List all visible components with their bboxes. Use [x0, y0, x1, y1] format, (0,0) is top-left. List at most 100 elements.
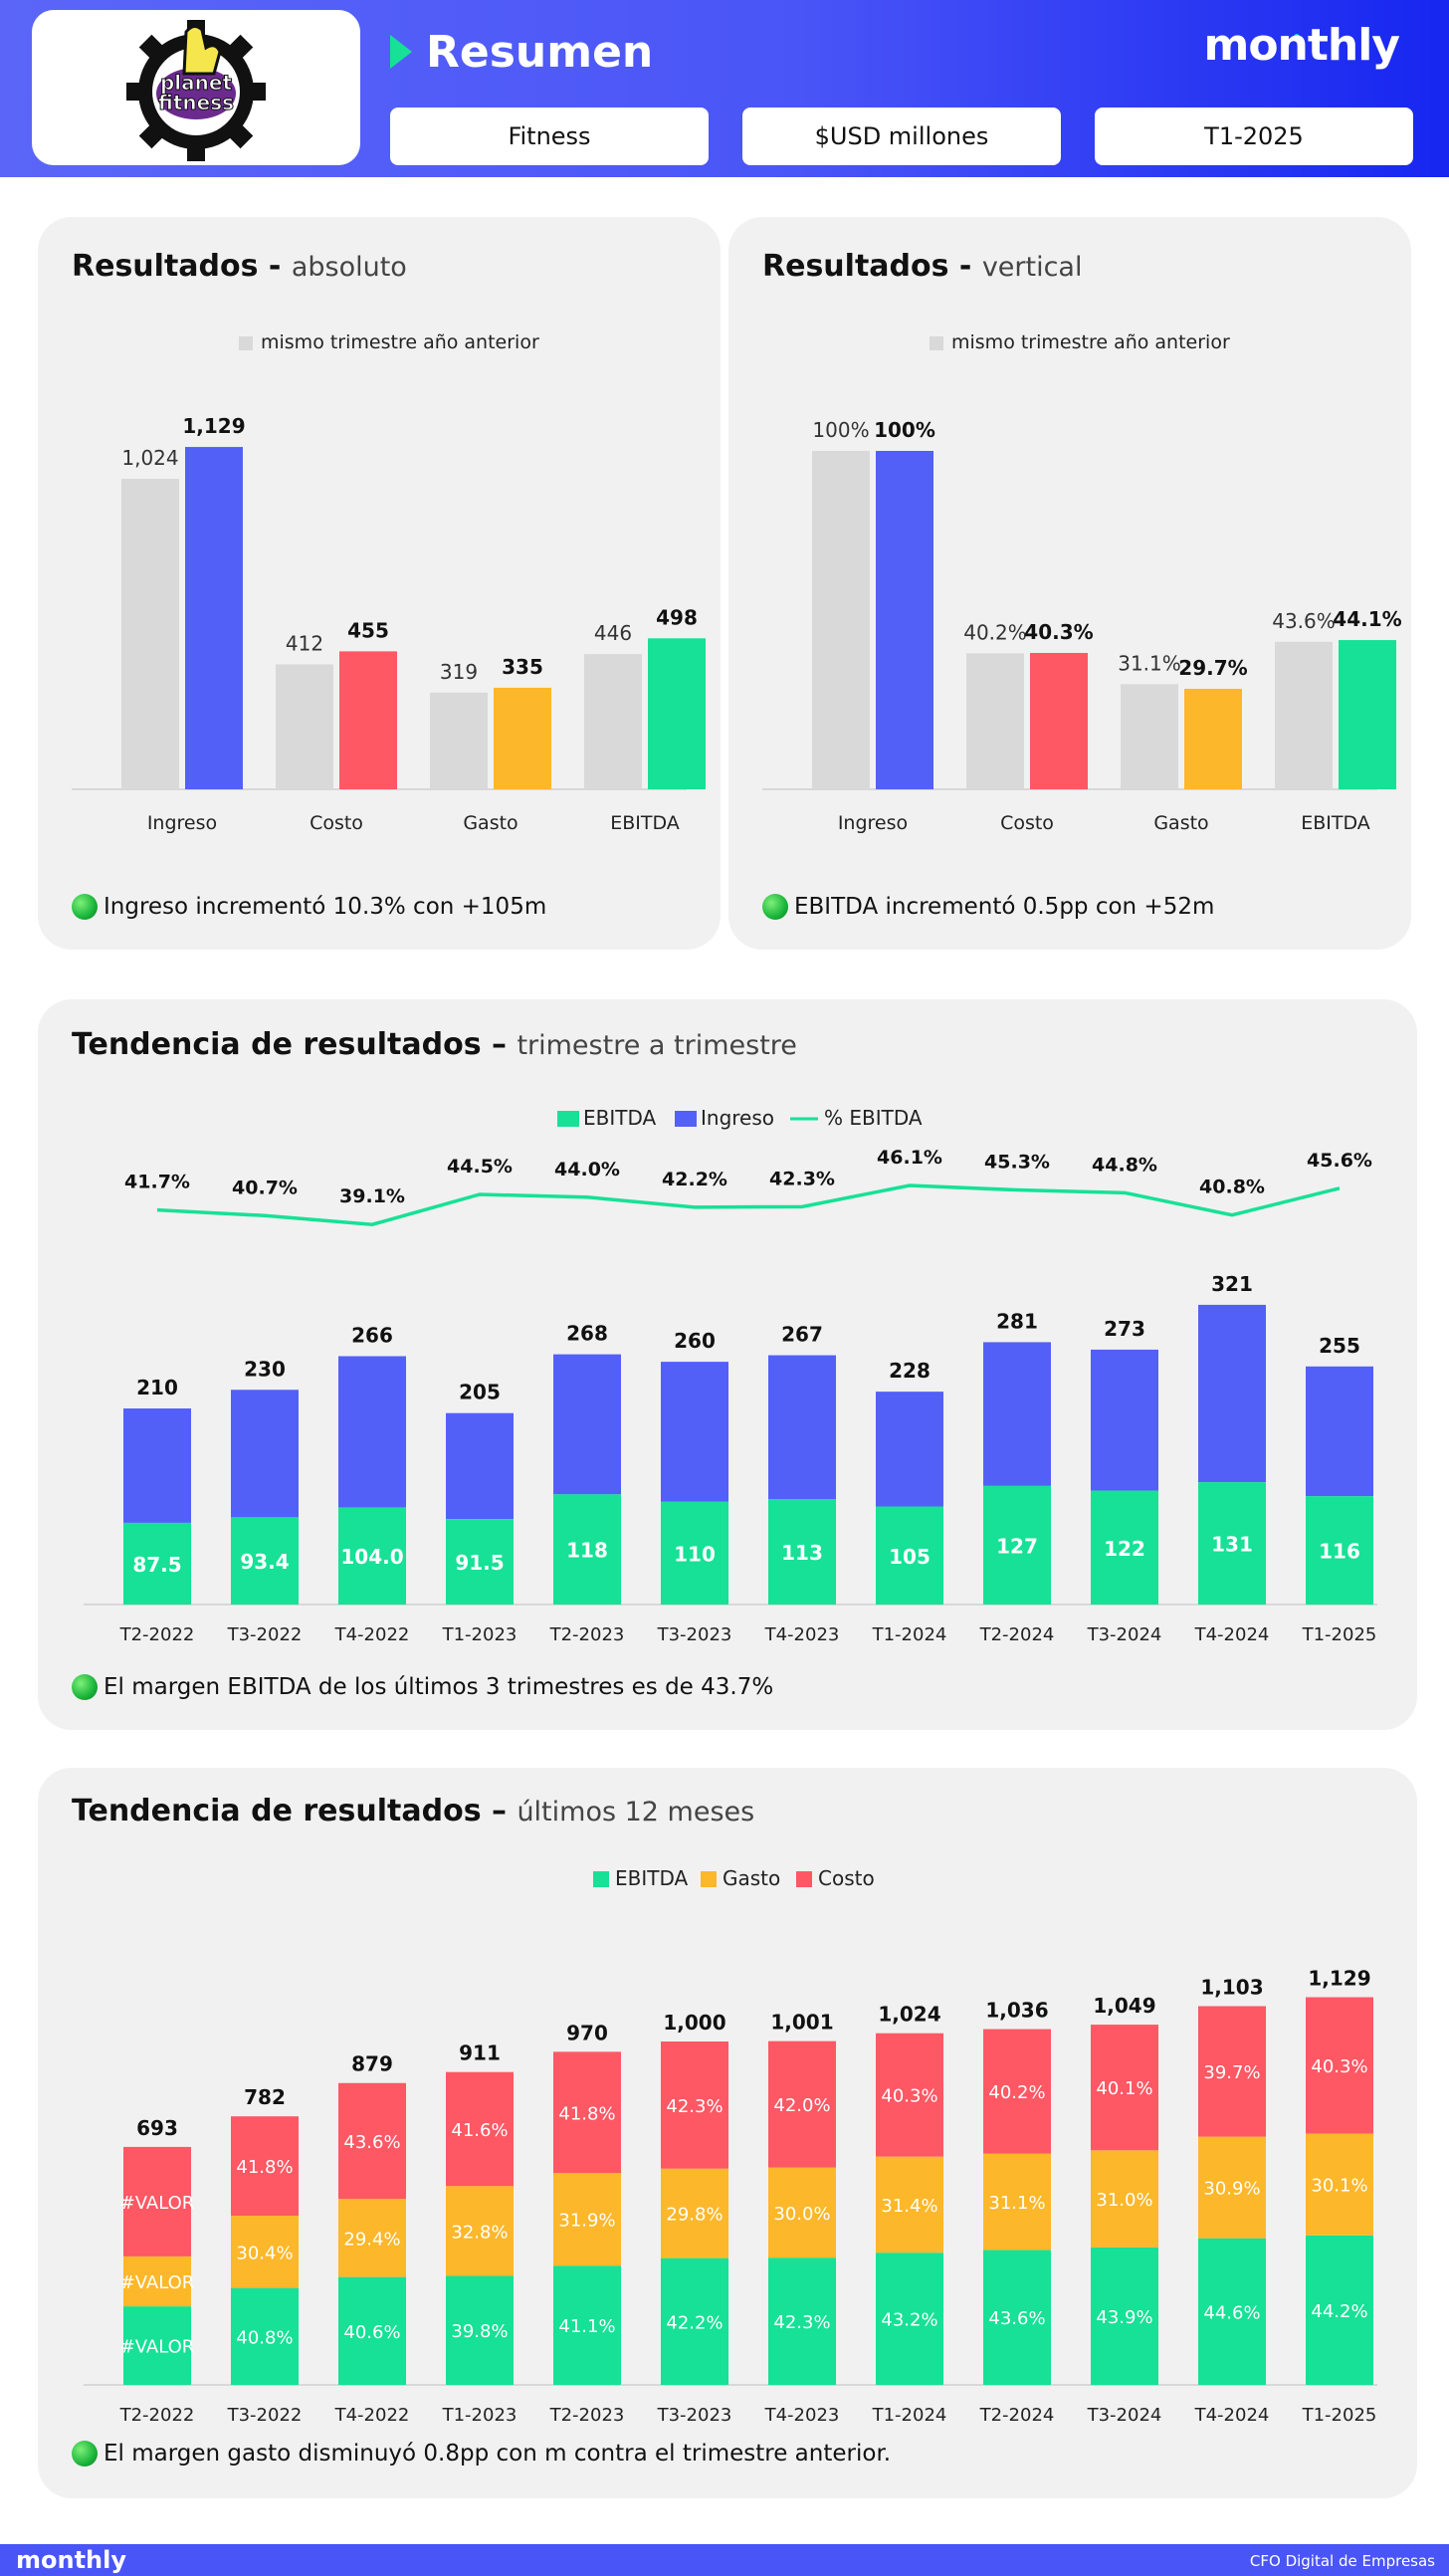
x-tick-label: T3-2023 — [657, 1624, 732, 1645]
company-logo: planet fitness — [32, 10, 360, 165]
bar-ebitda — [876, 2253, 943, 2385]
chip-currency[interactable]: $USD millones — [742, 107, 1061, 165]
bar-gasto — [1198, 2136, 1266, 2239]
data-label-margin: 42.3% — [769, 1168, 835, 1189]
data-label-gasto: 30.4% — [236, 2243, 293, 2263]
bar-ingreso — [338, 1356, 406, 1508]
bar-prev-ebitda — [584, 654, 642, 789]
legend-label-margin: % EBITDA — [824, 1106, 923, 1130]
bar-costo — [876, 2033, 943, 2157]
bar-ebitda — [446, 2275, 514, 2385]
data-label-gasto: #VALOR — [120, 2272, 195, 2293]
data-label-costo: 40.3% — [1311, 2056, 1367, 2077]
data-label-ingreso: 321 — [1211, 1272, 1253, 1296]
planet-fitness-logo-icon: planet fitness — [126, 20, 266, 161]
bar-ebitda — [661, 2257, 728, 2385]
bar-ingreso — [876, 1392, 943, 1507]
data-label-margin: 39.1% — [339, 1185, 405, 1207]
data-label-margin: 42.2% — [662, 1169, 727, 1190]
data-label-ebitda: 42.3% — [773, 2312, 830, 2333]
data-label-costo: 40.2% — [988, 2082, 1045, 2103]
data-label-prev: 100% — [812, 418, 869, 442]
bar-prev-ingreso — [812, 451, 870, 789]
data-label-margin: 40.8% — [1199, 1177, 1265, 1198]
bar-costo — [338, 2082, 406, 2200]
bar-ingreso — [1198, 1304, 1266, 1483]
chip-industry[interactable]: Fitness — [390, 107, 709, 165]
x-tick-label: T3-2022 — [227, 2405, 303, 2426]
data-label-prev: 412 — [286, 631, 323, 655]
x-tick-label: T1-2023 — [442, 1624, 518, 1645]
bar-prev-costo — [276, 664, 333, 789]
data-label-gasto: 32.8% — [451, 2222, 508, 2243]
bar-ingreso — [231, 1390, 299, 1518]
x-tick-label: T4-2023 — [764, 1624, 840, 1645]
bar-ingreso — [1091, 1349, 1158, 1491]
legend-swatch-costo — [796, 1871, 812, 1887]
insight-note: Ingreso incrementó 10.3% con +105m — [72, 894, 546, 920]
bar-current-gasto — [1184, 689, 1242, 789]
data-label-current: 29.7% — [1178, 656, 1247, 680]
page-title: Resumen — [390, 22, 653, 82]
bar-ingreso — [553, 1354, 621, 1495]
bar-gasto — [123, 2255, 191, 2307]
bar-ebitda — [661, 1501, 728, 1605]
x-tick-label: T2-2024 — [979, 2405, 1055, 2426]
card-title: Resultados - vertical — [762, 249, 1083, 284]
brand-name: monthly — [1203, 20, 1400, 71]
green-status-icon — [72, 894, 98, 920]
bar-ingreso — [1306, 1366, 1373, 1497]
x-tick-label: T4-2024 — [1194, 2405, 1270, 2426]
bar-ingreso — [123, 1408, 191, 1523]
data-label-margin: 44.0% — [554, 1159, 620, 1181]
data-label-prev: 446 — [594, 621, 632, 645]
x-tick-label: T1-2024 — [872, 1624, 947, 1645]
data-label-margin: 45.3% — [984, 1152, 1050, 1174]
bar-current-ebitda — [648, 638, 706, 789]
bar-costo — [1091, 2025, 1158, 2151]
data-label-gasto: 31.4% — [881, 2196, 937, 2217]
x-tick-label: T3-2024 — [1087, 2405, 1162, 2426]
bar-ebitda — [768, 2257, 836, 2385]
data-label-ebitda: 44.6% — [1203, 2302, 1260, 2323]
data-label-gasto: 29.4% — [343, 2229, 400, 2250]
data-label-ebitda: 43.6% — [988, 2308, 1045, 2329]
data-label-ingreso: 273 — [1104, 1317, 1145, 1341]
x-tick-label: T2-2023 — [549, 2405, 625, 2426]
data-label-ingreso: 205 — [459, 1381, 501, 1404]
bar-current-ingreso — [185, 447, 243, 789]
bar-prev-ingreso — [121, 479, 179, 789]
data-label-total: 911 — [459, 2041, 501, 2065]
card-quarterly-trend: Tendencia de resultados – trimestre a tr… — [38, 999, 1417, 1730]
x-tick-label: Ingreso — [838, 812, 908, 834]
bar-gasto — [876, 2156, 943, 2254]
bar-costo — [1306, 1997, 1373, 2134]
data-label-ebitda: 118 — [566, 1539, 608, 1563]
legend-label-ebitda: EBITDA — [583, 1106, 657, 1130]
data-label-ebitda: 91.5 — [455, 1551, 504, 1575]
data-label-ebitda: #VALOR — [120, 2337, 195, 2358]
data-label-prev: 43.6% — [1272, 609, 1336, 633]
data-label-total: 693 — [136, 2116, 178, 2140]
bar-prev-ebitda — [1275, 641, 1333, 789]
bar-ebitda — [983, 2250, 1051, 2385]
bar-ebitda — [123, 2306, 191, 2385]
chip-period[interactable]: T1-2025 — [1095, 107, 1413, 165]
x-tick-label: Gasto — [463, 812, 518, 834]
data-label-total: 1,000 — [663, 2011, 725, 2035]
bar-ebitda — [231, 1517, 299, 1605]
legend-label-ebitda: EBITDA — [615, 1866, 689, 1890]
legend-label-gasto: Gasto — [723, 1866, 780, 1890]
legend-swatch-ebitda — [593, 1871, 609, 1887]
x-tick-label: T2-2024 — [979, 1624, 1055, 1645]
x-tick-label: T4-2024 — [1194, 1624, 1270, 1645]
bar-ebitda — [553, 1494, 621, 1605]
bar-costo — [1198, 2006, 1266, 2137]
x-tick-label: EBITDA — [610, 812, 680, 834]
data-label-ebitda: 122 — [1104, 1537, 1145, 1561]
bar-ingreso — [983, 1342, 1051, 1486]
bar-ebitda — [1091, 1490, 1158, 1605]
card-title: Tendencia de resultados – últimos 12 mes… — [72, 1794, 755, 1828]
data-label-ingreso: 268 — [566, 1322, 608, 1346]
